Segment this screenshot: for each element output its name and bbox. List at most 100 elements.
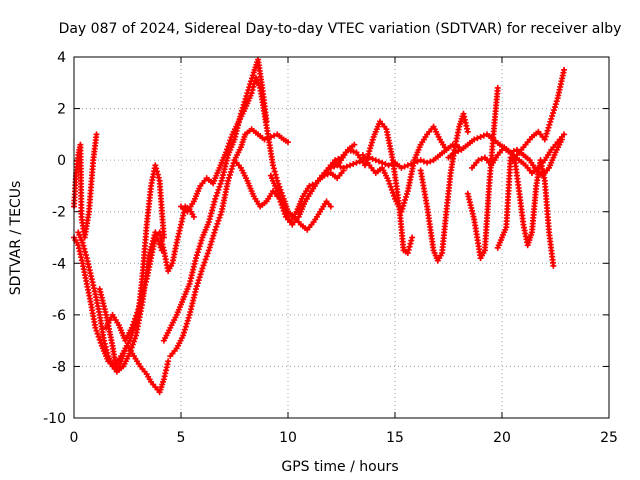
data-point	[379, 159, 386, 166]
data-point	[550, 107, 557, 114]
data-point	[367, 145, 374, 152]
x-axis-label: GPS time / hours	[281, 459, 398, 475]
data-point	[127, 347, 134, 354]
y-axis-label: SDTVAR / TECUs	[8, 181, 24, 296]
data-point	[128, 344, 135, 351]
y-tick-label: 4	[57, 50, 66, 66]
y-tick-labels: -10 -8 -6 -4 -2 0 2 4	[43, 50, 66, 427]
data-point	[196, 243, 203, 250]
series-sat-b	[71, 131, 100, 241]
data-point	[402, 196, 409, 203]
data-point	[210, 232, 217, 239]
data-point	[209, 235, 216, 242]
data-point	[388, 186, 395, 193]
series-line	[179, 76, 333, 232]
data-point	[271, 168, 278, 175]
data-point	[475, 157, 482, 164]
data-point	[226, 171, 233, 178]
data-point	[153, 165, 160, 172]
data-point	[130, 318, 137, 325]
series-sat-l	[359, 123, 450, 215]
data-point	[404, 162, 411, 169]
data-point	[561, 131, 568, 138]
data-point	[272, 171, 279, 178]
data-point	[211, 198, 218, 205]
data-point	[206, 244, 213, 251]
data-point	[214, 220, 221, 227]
data-point	[443, 146, 450, 153]
data-point	[386, 180, 393, 187]
data-point	[211, 229, 218, 236]
data-point	[553, 98, 560, 105]
data-point	[217, 180, 224, 187]
data-point	[550, 109, 557, 116]
data-point	[225, 174, 232, 181]
data-point	[249, 87, 256, 94]
data-point	[544, 127, 551, 134]
data-point	[100, 337, 107, 344]
data-point	[154, 171, 161, 178]
data-point	[213, 192, 220, 199]
data-point	[131, 315, 138, 322]
data-point	[558, 136, 565, 143]
data-point	[477, 133, 484, 140]
data-point	[209, 204, 216, 211]
data-point	[152, 229, 159, 236]
data-point	[194, 280, 201, 287]
data-point	[227, 168, 234, 175]
data-point	[451, 149, 458, 156]
data-point	[148, 243, 155, 250]
series-sat-p	[464, 84, 501, 262]
x-tick-label: 20	[493, 430, 511, 446]
y-tick-label: -4	[52, 256, 66, 272]
data-point	[199, 265, 206, 272]
data-point	[270, 165, 277, 172]
data-point	[369, 136, 376, 143]
x-tick-label: 25	[600, 430, 618, 446]
data-point	[542, 133, 549, 140]
data-series	[71, 56, 568, 396]
data-point	[183, 320, 190, 327]
data-point	[95, 333, 102, 340]
data-point	[207, 213, 214, 220]
data-point	[228, 134, 235, 141]
data-point	[375, 158, 382, 165]
data-point	[190, 213, 197, 220]
data-point	[104, 350, 111, 357]
data-point	[128, 324, 135, 331]
data-point	[400, 202, 407, 209]
data-point	[149, 238, 156, 245]
data-point	[271, 132, 278, 139]
data-point	[561, 66, 568, 73]
data-point	[546, 121, 553, 128]
data-point	[215, 186, 222, 193]
data-point	[82, 248, 89, 255]
data-point	[79, 239, 86, 246]
data-point	[424, 159, 431, 166]
data-point	[547, 118, 554, 125]
data-point	[277, 186, 284, 193]
data-point	[309, 181, 316, 188]
data-point	[181, 326, 188, 333]
x-tick-label: 0	[70, 430, 79, 446]
data-point	[198, 237, 205, 244]
data-point	[250, 83, 257, 90]
data-point	[401, 163, 408, 170]
data-point	[213, 223, 220, 230]
data-point	[96, 336, 103, 343]
data-point	[406, 243, 413, 250]
data-point	[92, 324, 99, 331]
data-point	[405, 246, 412, 253]
chart-title: Day 087 of 2024, Sidereal Day-to-day VTE…	[59, 21, 622, 37]
data-point	[131, 335, 138, 342]
data-point	[152, 162, 159, 169]
data-point	[101, 340, 108, 347]
data-point	[480, 132, 487, 139]
data-point	[471, 136, 478, 143]
data-point	[192, 255, 199, 262]
data-point	[545, 124, 552, 131]
data-point	[494, 84, 501, 91]
data-point	[165, 358, 172, 365]
data-point	[417, 157, 424, 164]
